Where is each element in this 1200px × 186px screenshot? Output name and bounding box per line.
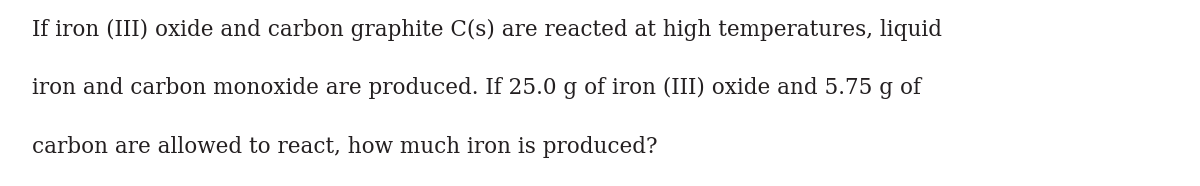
Text: If iron (III) oxide and carbon graphite C(s) are reacted at high temperatures, l: If iron (III) oxide and carbon graphite … <box>32 19 942 41</box>
Text: iron and carbon monoxide are produced. If 25.0 g of iron (III) oxide and 5.75 g : iron and carbon monoxide are produced. I… <box>32 77 922 99</box>
Text: carbon are allowed to react, how much iron is produced?: carbon are allowed to react, how much ir… <box>32 136 658 158</box>
